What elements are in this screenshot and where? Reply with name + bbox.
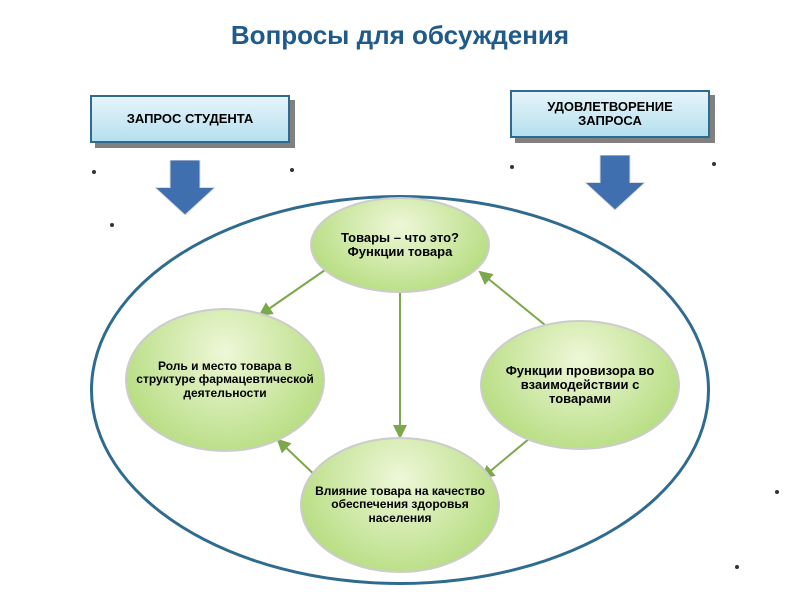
node-left-label: Роль и место товара в структуре фармацев… <box>133 360 317 400</box>
stray-dot <box>735 565 739 569</box>
header-box-left: ЗАПРОС СТУДЕНТА <box>90 95 290 143</box>
node-bottom: Влияние товара на качество обеспечения з… <box>300 437 500 573</box>
node-right: Функции провизора во взаимодействии с то… <box>480 320 680 450</box>
header-box-right-label: УДОВЛЕТВОРЕНИЕ ЗАПРОСА <box>516 100 704 129</box>
node-right-label: Функции провизора во взаимодействии с то… <box>488 364 672 407</box>
header-box-left-label: ЗАПРОС СТУДЕНТА <box>127 112 254 126</box>
node-bottom-label: Влияние товара на качество обеспечения з… <box>308 485 492 525</box>
stray-dot <box>510 165 514 169</box>
node-left: Роль и место товара в структуре фармацев… <box>125 308 325 452</box>
node-top: Товары – что это? Функции товара <box>310 197 490 293</box>
stray-dot <box>290 168 294 172</box>
header-box-right: УДОВЛЕТВОРЕНИЕ ЗАПРОСА <box>510 90 710 138</box>
stray-dot <box>712 162 716 166</box>
page-title: Вопросы для обсуждения <box>0 20 800 51</box>
arrow-down-left-icon <box>155 160 215 215</box>
stray-dot <box>775 490 779 494</box>
stray-dot <box>110 223 114 227</box>
node-top-label: Товары – что это? Функции товара <box>318 231 482 260</box>
stray-dot <box>92 170 96 174</box>
arrow-down-right-icon <box>585 155 645 210</box>
